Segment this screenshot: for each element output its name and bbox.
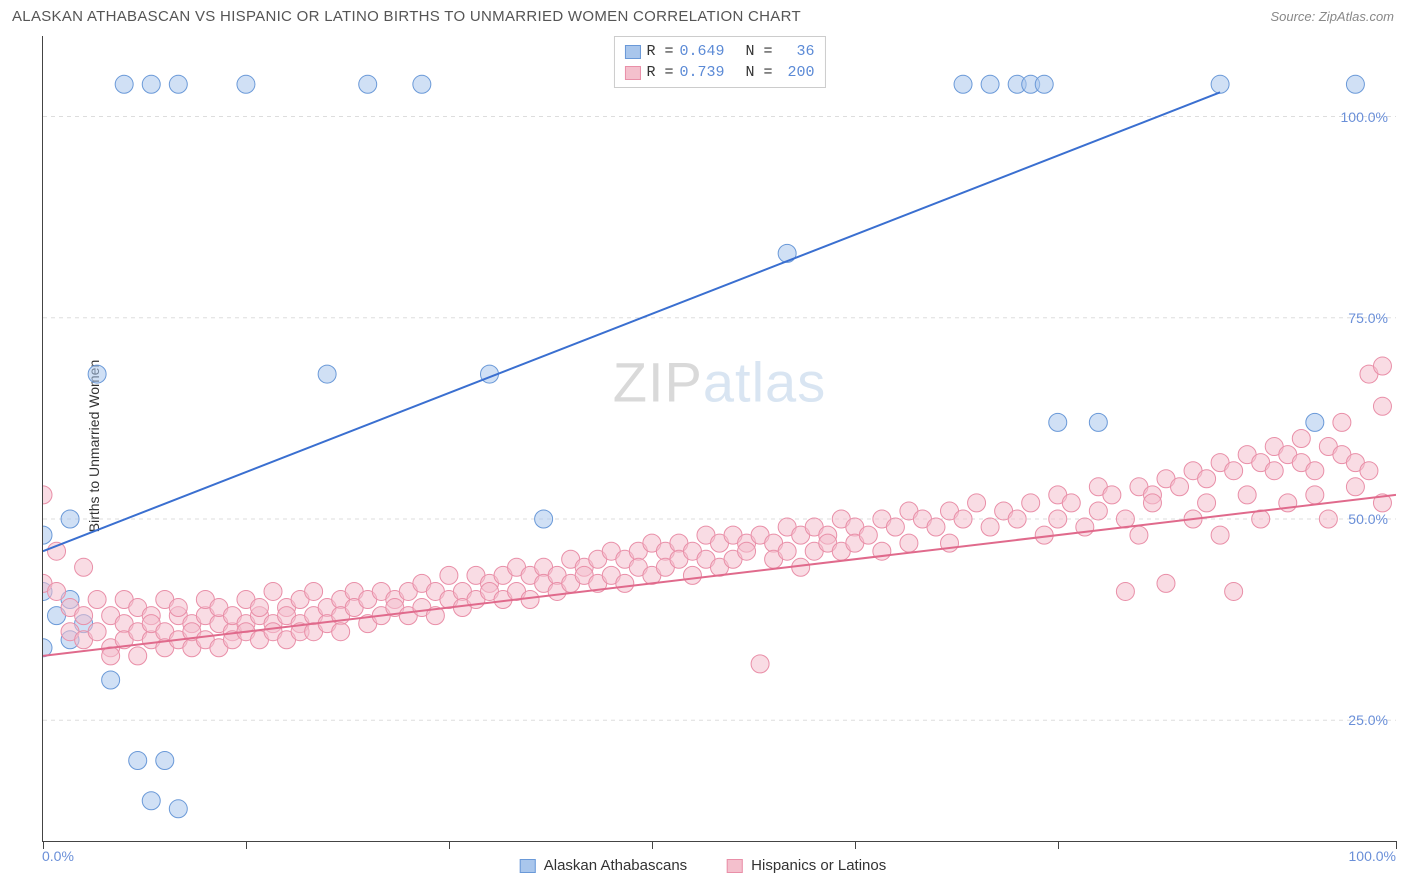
- x-tick: [652, 841, 653, 849]
- stats-row-1: R = 0.739 N = 200: [624, 62, 814, 83]
- x-tick-label-left: 0.0%: [42, 848, 74, 864]
- bottom-legend: Alaskan Athabascans Hispanics or Latinos: [520, 857, 887, 874]
- x-tick: [449, 841, 450, 849]
- legend-label-0: Alaskan Athabascans: [544, 857, 687, 874]
- y-tick-label: 100.0%: [1341, 109, 1388, 125]
- stats-legend-box: R = 0.649 N = 36 R = 0.739 N = 200: [613, 36, 825, 88]
- stats-n-value-0: 36: [779, 41, 815, 62]
- x-tick-label-right: 100.0%: [1349, 848, 1396, 864]
- chart-header: ALASKAN ATHABASCAN VS HISPANIC OR LATINO…: [0, 0, 1406, 31]
- stats-r-label-1: R =: [646, 62, 673, 83]
- legend-swatch-1: [727, 859, 743, 873]
- x-tick: [855, 841, 856, 849]
- stats-n-label-1: N =: [746, 62, 773, 83]
- stats-n-label-0: N =: [746, 41, 773, 62]
- legend-item-1: Hispanics or Latinos: [727, 857, 886, 874]
- stats-row-0: R = 0.649 N = 36: [624, 41, 814, 62]
- x-tick: [246, 841, 247, 849]
- stats-n-value-1: 200: [779, 62, 815, 83]
- y-tick-label: 75.0%: [1348, 310, 1388, 326]
- y-tick-label: 25.0%: [1348, 712, 1388, 728]
- legend-item-0: Alaskan Athabascans: [520, 857, 687, 874]
- chart-plot-area: ZIPatlas R = 0.649 N = 36 R = 0.739 N = …: [42, 36, 1396, 842]
- y-tick-label: 50.0%: [1348, 511, 1388, 527]
- chart-title: ALASKAN ATHABASCAN VS HISPANIC OR LATINO…: [12, 8, 801, 25]
- legend-label-1: Hispanics or Latinos: [751, 857, 886, 874]
- stats-r-value-0: 0.649: [679, 41, 724, 62]
- x-tick: [1058, 841, 1059, 849]
- legend-swatch-0: [520, 859, 536, 873]
- chart-source: Source: ZipAtlas.com: [1270, 9, 1394, 24]
- x-tick: [1396, 841, 1397, 849]
- stats-r-label-0: R =: [646, 41, 673, 62]
- scatter-plot-svg: [43, 36, 1396, 841]
- stats-r-value-1: 0.739: [679, 62, 724, 83]
- stats-swatch-1: [624, 66, 640, 80]
- stats-swatch-0: [624, 45, 640, 59]
